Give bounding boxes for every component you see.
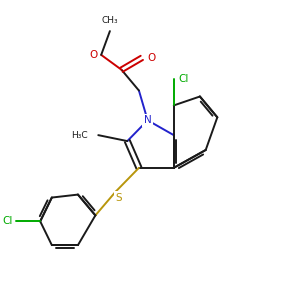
Text: Cl: Cl xyxy=(179,74,189,84)
Text: N: N xyxy=(144,115,152,125)
Text: Cl: Cl xyxy=(2,216,13,226)
Text: O: O xyxy=(148,53,156,63)
Text: H₃C: H₃C xyxy=(71,130,88,140)
Text: O: O xyxy=(90,50,98,60)
Text: S: S xyxy=(116,193,122,203)
Text: CH₃: CH₃ xyxy=(102,16,118,25)
